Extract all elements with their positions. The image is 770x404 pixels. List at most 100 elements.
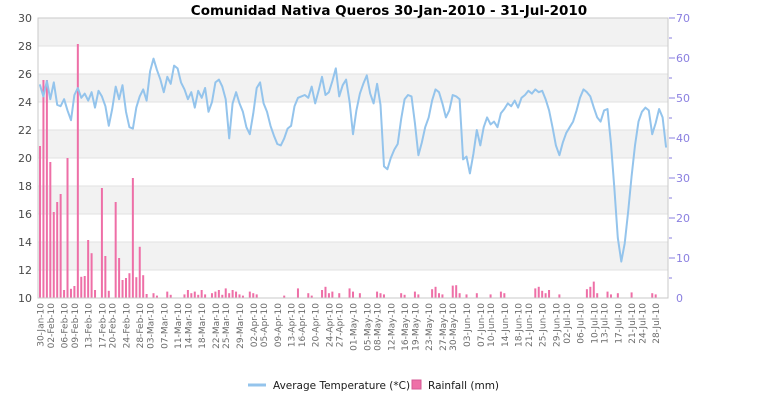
x-axis-date-label: 05-May-10 bbox=[363, 303, 373, 351]
x-axis-date-label: 27-May-10 bbox=[439, 303, 449, 351]
plot-band bbox=[38, 18, 668, 46]
x-axis-date-label: 25-Mar-10 bbox=[222, 303, 232, 349]
right-axis-rainfall-scale: 0 10 20 30 40 50 60 70 bbox=[676, 12, 690, 305]
rainfall-bar bbox=[224, 288, 227, 298]
rainfall-bar bbox=[417, 294, 420, 298]
rainfall-bar bbox=[310, 295, 313, 298]
plot-band bbox=[38, 158, 668, 186]
right-axis-tick-label: 60 bbox=[676, 52, 690, 65]
rainfall-bar bbox=[39, 146, 41, 298]
rainfall-bar bbox=[107, 290, 110, 298]
left-axis-tick-label: 26 bbox=[18, 68, 32, 81]
rainfall-bar bbox=[193, 291, 196, 298]
rainfall-bar bbox=[503, 293, 506, 298]
rainfall-bar bbox=[59, 194, 62, 298]
rainfall-bar bbox=[152, 293, 155, 298]
rainfall-bar bbox=[327, 293, 330, 298]
rainfall-bar bbox=[455, 285, 458, 298]
x-axis-date-label: 24-Apr-10 bbox=[325, 303, 335, 347]
rainfall-bar bbox=[166, 291, 169, 298]
x-axis-date-label: 21-Jun-10 bbox=[525, 303, 535, 347]
x-axis-date-label: 12-May-10 bbox=[387, 303, 397, 351]
right-axis-ticks bbox=[669, 17, 675, 279]
rainfall-bar bbox=[63, 290, 66, 298]
rainfall-legend-marker bbox=[411, 379, 422, 390]
rainfall-bar bbox=[214, 291, 217, 298]
x-axis-date-label: 29-Jun-10 bbox=[552, 303, 562, 347]
x-axis-date-label: 13-Jul-10 bbox=[601, 303, 611, 344]
x-axis-date-label: 13-Feb-10 bbox=[85, 303, 95, 349]
rainfall-bar bbox=[252, 293, 255, 298]
x-axis-date-label: 11-Mar-10 bbox=[174, 303, 184, 349]
rainfall-bar bbox=[534, 288, 537, 298]
right-axis-tick-label: 50 bbox=[676, 92, 690, 105]
rainfall-bar bbox=[231, 290, 234, 298]
rainfall-bar bbox=[331, 291, 334, 298]
x-axis-date-label: 20-Feb-10 bbox=[109, 303, 119, 349]
x-axis-date-label: 02-Jul-10 bbox=[563, 303, 573, 344]
rainfall-bar bbox=[609, 294, 612, 298]
x-axis-date-label: 03-Mar-10 bbox=[147, 303, 157, 349]
rainfall-bar bbox=[221, 294, 224, 298]
left-axis-tick-label: 10 bbox=[18, 292, 32, 305]
x-axis-date-label: 13-Apr-10 bbox=[288, 303, 298, 347]
plot-band bbox=[38, 214, 668, 242]
left-axis-tick-label: 28 bbox=[18, 40, 32, 53]
right-axis-tick-label: 70 bbox=[676, 12, 690, 25]
rainfall-bar bbox=[654, 294, 657, 298]
left-axis-tick-label: 30 bbox=[18, 12, 32, 25]
rainfall-bar bbox=[49, 162, 52, 298]
x-axis-date-label: 16-Apr-10 bbox=[298, 303, 308, 347]
rainfall-bar bbox=[83, 276, 86, 298]
rainfall-bar bbox=[338, 293, 341, 298]
x-axis-date-label: 10-Jul-10 bbox=[590, 303, 600, 344]
x-axis-date-label: 14-Mar-10 bbox=[184, 303, 194, 349]
rainfall-legend-label: Rainfall (mm) bbox=[428, 380, 499, 392]
x-axis-date-label: 25-Jun-10 bbox=[539, 303, 549, 347]
rainfall-bar bbox=[307, 293, 310, 298]
rainfall-bar bbox=[382, 294, 385, 298]
x-axis-date-label: 22-Mar-10 bbox=[212, 303, 222, 349]
rainfall-bar bbox=[324, 286, 327, 298]
left-axis-tick-label: 12 bbox=[18, 264, 32, 277]
rainfall-bar bbox=[548, 290, 551, 298]
x-axis-date-label: 20-Apr-10 bbox=[312, 303, 322, 347]
rainfall-bar bbox=[358, 293, 361, 298]
rainfall-bar bbox=[118, 258, 121, 298]
rainfall-bar bbox=[283, 295, 286, 298]
right-axis-tick-label: 0 bbox=[676, 292, 683, 305]
rainfall-bar bbox=[235, 291, 238, 298]
left-axis-tick-label: 16 bbox=[18, 208, 32, 221]
rainfall-bar bbox=[537, 286, 540, 298]
right-axis-tick-label: 10 bbox=[676, 252, 690, 265]
rainfall-bar bbox=[589, 286, 592, 298]
x-axis-date-label: 02-Apr-10 bbox=[250, 303, 260, 347]
rainfall-bar bbox=[475, 293, 478, 298]
rainfall-bar bbox=[630, 292, 633, 298]
x-axis-date-label: 06-Jul-10 bbox=[577, 303, 587, 344]
rainfall-bar bbox=[352, 291, 354, 298]
x-axis-date-label: 21-Jul-10 bbox=[628, 303, 638, 344]
x-axis-date-label: 18-Mar-10 bbox=[198, 303, 208, 349]
rainfall-bar bbox=[458, 293, 461, 298]
x-axis-date-label: 14-Jun-10 bbox=[501, 303, 511, 347]
left-axis-tick-label: 18 bbox=[18, 180, 32, 193]
rainfall-bar bbox=[217, 290, 220, 298]
rainfall-bar bbox=[489, 294, 492, 298]
x-axis-date-label: 08-May-10 bbox=[374, 303, 384, 351]
rainfall-bar bbox=[183, 294, 186, 298]
rainfall-bar bbox=[135, 277, 138, 298]
rainfall-bar bbox=[321, 290, 324, 298]
x-axis-date-label: 29-Mar-10 bbox=[236, 303, 246, 349]
rainfall-bar bbox=[376, 291, 379, 298]
plot-band bbox=[38, 186, 668, 214]
right-axis-tick-label: 20 bbox=[676, 212, 690, 225]
rainfall-bar bbox=[104, 256, 107, 298]
rainfall-bar bbox=[228, 293, 231, 298]
rainfall-bar bbox=[210, 293, 213, 298]
x-axis-date-label: 16-May-10 bbox=[401, 303, 411, 351]
rainfall-bar bbox=[434, 286, 437, 298]
rainfall-bar bbox=[616, 293, 619, 298]
plot-border bbox=[37, 17, 669, 299]
right-axis-tick-label: 40 bbox=[676, 132, 690, 145]
